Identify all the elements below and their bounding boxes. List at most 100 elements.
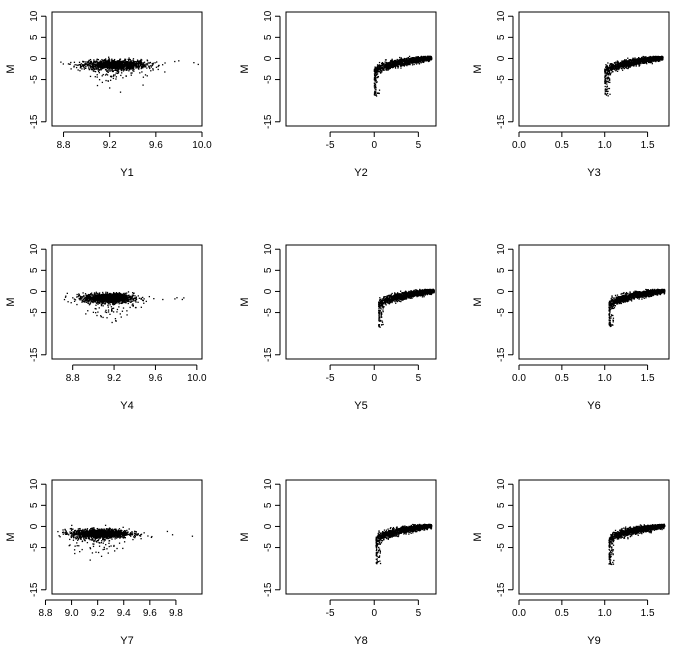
data-point — [655, 55, 657, 58]
data-point — [121, 63, 123, 65]
data-point — [404, 64, 407, 66]
data-point — [133, 66, 135, 69]
data-point — [640, 62, 642, 65]
data-point — [114, 60, 117, 63]
data-point — [86, 296, 88, 298]
data-point — [411, 60, 414, 62]
x-tick-label: 0 — [371, 140, 377, 151]
data-point — [89, 60, 92, 63]
data-point — [658, 58, 660, 61]
data-point — [647, 56, 650, 59]
data-point — [122, 64, 124, 67]
data-point — [118, 61, 121, 63]
data-point — [618, 66, 620, 68]
plot-frame — [51, 11, 203, 127]
data-point — [379, 67, 381, 69]
data-point — [137, 62, 139, 65]
data-point — [85, 65, 87, 68]
data-point — [618, 67, 620, 70]
data-point — [420, 59, 423, 62]
data-point — [610, 63, 612, 65]
data-point — [410, 58, 412, 61]
data-point — [108, 302, 110, 304]
data-point — [425, 58, 428, 60]
data-point — [653, 56, 656, 59]
data-point — [119, 58, 122, 60]
data-point — [137, 60, 139, 63]
data-point — [79, 70, 81, 72]
data-point — [104, 69, 107, 71]
data-point — [112, 299, 115, 301]
data-point — [111, 65, 113, 67]
data-point — [114, 293, 116, 295]
data-point — [374, 69, 376, 71]
data-point — [134, 61, 136, 63]
data-point — [377, 66, 379, 69]
data-point — [197, 63, 199, 66]
data-point — [97, 62, 99, 64]
data-point — [104, 60, 106, 62]
data-point — [135, 66, 137, 68]
data-point — [605, 88, 607, 90]
data-point — [92, 66, 94, 68]
data-point — [124, 300, 126, 302]
data-point — [116, 72, 118, 75]
data-point — [75, 66, 78, 69]
data-point — [640, 58, 643, 61]
data-point — [611, 66, 613, 68]
data-point — [421, 59, 423, 61]
data-point — [417, 60, 420, 62]
data-point — [138, 297, 141, 299]
data-point — [121, 67, 123, 70]
data-point — [400, 61, 402, 64]
data-point — [113, 296, 115, 299]
data-point — [399, 63, 401, 65]
data-point — [89, 64, 91, 66]
data-point — [96, 60, 98, 63]
data-point — [423, 60, 425, 62]
data-point — [611, 63, 614, 66]
x-tick-label: 9.2 — [107, 373, 121, 384]
data-point — [107, 67, 109, 70]
y-tick-label: -5 — [29, 75, 40, 84]
data-point — [146, 67, 148, 69]
data-point — [70, 68, 72, 70]
data-point — [134, 63, 136, 65]
data-point — [393, 65, 395, 68]
data-point — [155, 66, 158, 68]
data-point — [652, 57, 654, 59]
x-tick-label: 5 — [416, 140, 422, 151]
data-point — [152, 62, 154, 64]
y-tick-label: 5 — [29, 267, 40, 273]
data-point — [615, 64, 617, 66]
data-point — [622, 62, 624, 64]
data-point — [138, 64, 140, 66]
data-point — [117, 63, 119, 65]
data-point — [389, 65, 391, 67]
data-point — [633, 65, 635, 67]
data-point — [108, 64, 111, 66]
data-point — [621, 63, 624, 65]
data-point — [609, 81, 611, 84]
data-point — [122, 63, 125, 66]
data-point — [85, 295, 87, 297]
data-point — [620, 67, 623, 70]
data-point — [406, 58, 408, 60]
data-point — [106, 70, 108, 73]
data-point — [90, 61, 93, 63]
data-point — [381, 69, 383, 72]
data-point — [622, 67, 624, 69]
data-point — [86, 65, 89, 67]
data-point — [62, 63, 64, 65]
data-point — [108, 59, 110, 61]
data-point — [654, 60, 657, 62]
data-point — [88, 295, 90, 298]
data-point — [131, 61, 133, 64]
data-point — [101, 67, 103, 69]
data-point — [645, 60, 647, 63]
data-point — [420, 56, 422, 58]
y-tick-label: -15 — [29, 347, 40, 362]
data-point — [91, 65, 93, 68]
data-point — [639, 60, 641, 63]
data-point — [397, 59, 400, 62]
